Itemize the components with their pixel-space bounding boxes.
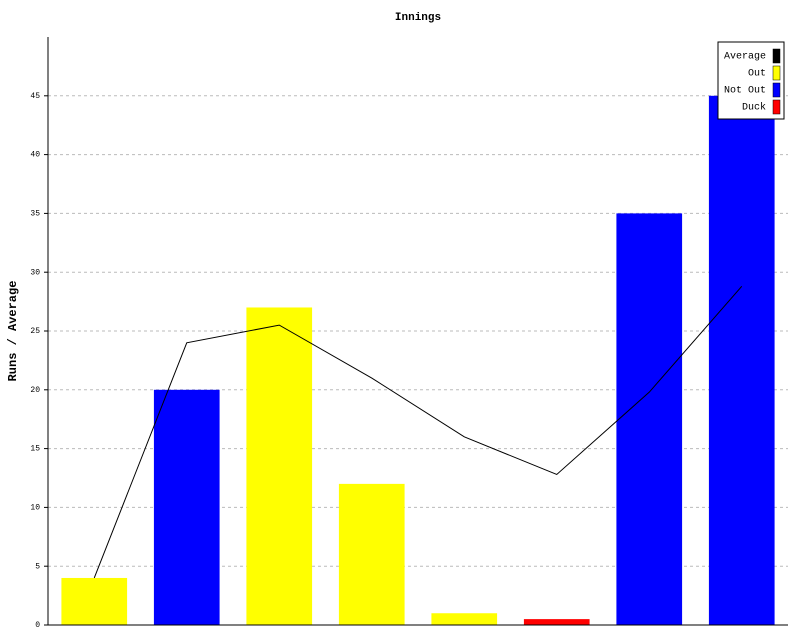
bar	[431, 613, 498, 625]
legend-swatch	[772, 99, 781, 115]
bar	[61, 577, 128, 625]
y-tick-label: 30	[30, 268, 40, 277]
legend-swatch	[772, 82, 781, 98]
legend-label: Not Out	[724, 86, 766, 97]
legend-label: Out	[748, 69, 766, 80]
legend-label: Duck	[742, 102, 766, 114]
y-tick-label: 0	[35, 621, 40, 630]
y-tick-label: 20	[30, 386, 40, 395]
bar	[523, 619, 590, 625]
y-tick-label: 10	[30, 504, 40, 513]
bar	[616, 213, 683, 625]
bar	[338, 483, 405, 625]
bar	[708, 95, 775, 626]
average-line	[93, 285, 743, 579]
chart-title: Innings	[395, 12, 441, 24]
y-tick-label: 40	[30, 151, 40, 160]
legend-swatch	[772, 65, 781, 81]
y-tick-label: 25	[30, 327, 40, 336]
y-tick-label: 15	[30, 445, 40, 454]
y-tick-label: 45	[30, 92, 40, 101]
bar	[153, 389, 220, 625]
legend-label: Average	[724, 52, 766, 63]
legend-swatch	[772, 48, 781, 64]
bar	[246, 307, 313, 625]
y-axis-label: Runs / Average	[6, 281, 20, 382]
y-tick-label: 5	[35, 562, 40, 571]
y-tick-label: 35	[30, 210, 40, 219]
